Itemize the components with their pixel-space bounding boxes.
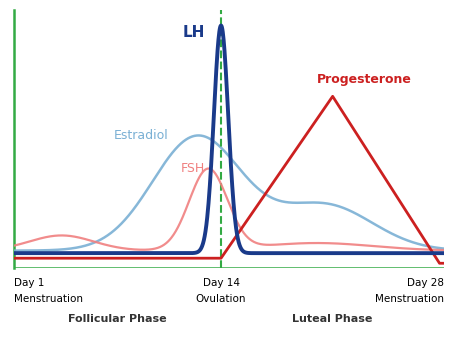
Text: Menstruation: Menstruation [14,294,83,304]
Text: Menstruation: Menstruation [375,294,444,304]
Text: Luteal Phase: Luteal Phase [293,314,373,324]
Text: Progesterone: Progesterone [317,73,412,86]
Text: Estradiol: Estradiol [114,129,169,142]
Text: Ovulation: Ovulation [196,294,246,304]
Text: Day 14: Day 14 [202,278,240,288]
Text: FSH: FSH [181,162,206,175]
Text: Day 28: Day 28 [407,278,444,288]
Text: Day 1: Day 1 [14,278,44,288]
Text: Follicular Phase: Follicular Phase [68,314,167,324]
Text: LH: LH [183,25,205,41]
